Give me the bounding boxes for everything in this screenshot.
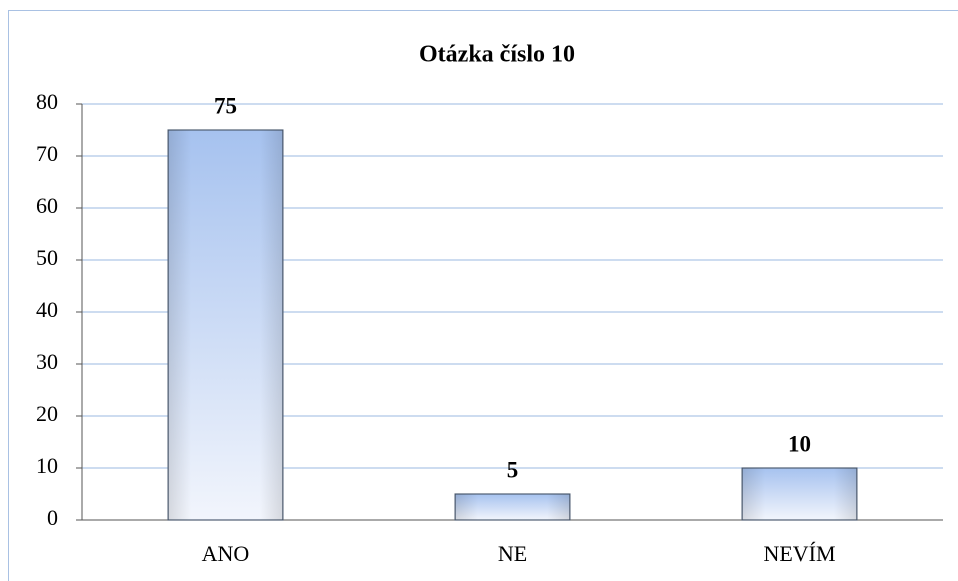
data-label: 10 (788, 431, 811, 456)
y-tick-label: 70 (36, 141, 58, 166)
y-tick-label: 0 (47, 505, 58, 530)
x-tick-label: NEVÍM (763, 541, 835, 566)
bar-shade (168, 130, 283, 520)
x-tick-label: NE (498, 541, 527, 566)
data-label: 75 (214, 93, 237, 118)
y-tick-label: 50 (36, 245, 58, 270)
bar-shade (742, 468, 857, 520)
x-tick-label: ANO (202, 541, 250, 566)
y-tick-label: 30 (36, 349, 58, 374)
bar-shade (455, 494, 570, 520)
data-label: 5 (507, 457, 519, 482)
y-tick-label: 10 (36, 453, 58, 478)
chart-title: Otázka číslo 10 (419, 42, 575, 68)
y-tick-label: 80 (36, 89, 58, 114)
y-tick-label: 20 (36, 401, 58, 426)
y-tick-label: 60 (36, 193, 58, 218)
y-tick-label: 40 (36, 297, 58, 322)
